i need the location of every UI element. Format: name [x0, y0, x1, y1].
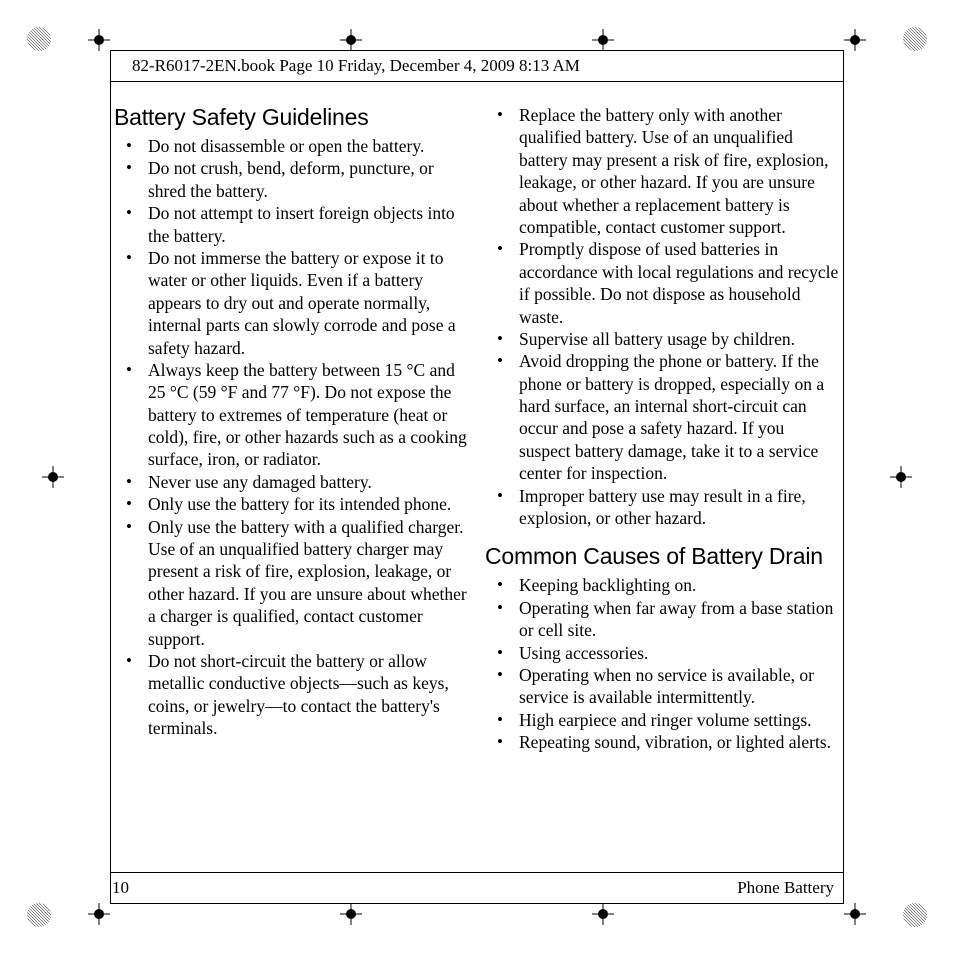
list-item: Never use any damaged battery. [114, 471, 469, 493]
list-item: Operating when no service is available, … [485, 664, 840, 709]
crop-mark-icon [902, 26, 928, 52]
heading-battery-drain: Common Causes of Battery Drain [485, 543, 840, 570]
registration-mark-icon [88, 29, 110, 51]
registration-mark-icon [844, 29, 866, 51]
crop-mark-icon [26, 902, 52, 928]
list-item: Only use the battery for its intended ph… [114, 493, 469, 515]
page-footer-frame: 10 Phone Battery [110, 872, 844, 904]
footer-page-number: 10 [112, 878, 129, 898]
list-item: Always keep the battery between 15 °C an… [114, 359, 469, 471]
list-battery-safety-continued: Replace the battery only with another qu… [485, 104, 840, 529]
frame-border [110, 50, 111, 904]
registration-mark-icon [844, 903, 866, 925]
list-item: Do not disassemble or open the battery. [114, 135, 469, 157]
registration-row-bottom [88, 902, 866, 926]
frame-border [843, 50, 844, 904]
list-item: Promptly dispose of used batteries in ac… [485, 238, 840, 328]
list-item: Repeating sound, vibration, or lighted a… [485, 731, 840, 753]
list-item: Improper battery use may result in a fir… [485, 485, 840, 530]
registration-mark-icon [340, 903, 362, 925]
list-battery-safety: Do not disassemble or open the battery.D… [114, 135, 469, 740]
list-item: Supervise all battery usage by children. [485, 328, 840, 350]
heading-battery-safety: Battery Safety Guidelines [114, 104, 469, 131]
list-item: Replace the battery only with another qu… [485, 104, 840, 238]
crop-mark-icon [26, 26, 52, 52]
list-item: Operating when far away from a base stat… [485, 597, 840, 642]
list-item: Do not immerse the battery or expose it … [114, 247, 469, 359]
registration-mark-icon [890, 466, 912, 488]
list-item: Avoid dropping the phone or battery. If … [485, 350, 840, 484]
footer-section-title: Phone Battery [737, 878, 834, 898]
column-left: Battery Safety Guidelines Do not disasse… [114, 104, 469, 844]
crop-mark-icon [902, 902, 928, 928]
page-content: Battery Safety Guidelines Do not disasse… [114, 104, 840, 844]
page-header-frame: 82-R6017-2EN.book Page 10 Friday, Decemb… [110, 50, 844, 82]
list-battery-drain: Keeping backlighting on.Operating when f… [485, 574, 840, 753]
list-item: Do not short-circuit the battery or allo… [114, 650, 469, 740]
registration-mark-icon [592, 29, 614, 51]
registration-mark-icon [592, 903, 614, 925]
list-item: High earpiece and ringer volume settings… [485, 709, 840, 731]
registration-mark-icon [340, 29, 362, 51]
list-item: Using accessories. [485, 642, 840, 664]
list-item: Do not crush, bend, deform, puncture, or… [114, 157, 469, 202]
column-right: Replace the battery only with another qu… [485, 104, 840, 844]
list-item: Only use the battery with a qualified ch… [114, 516, 469, 650]
list-item: Do not attempt to insert foreign objects… [114, 202, 469, 247]
registration-row-top [88, 28, 866, 52]
list-item: Keeping backlighting on. [485, 574, 840, 596]
registration-mark-icon [88, 903, 110, 925]
header-filename: 82-R6017-2EN.book Page 10 Friday, Decemb… [132, 56, 580, 76]
registration-mark-icon [42, 466, 64, 488]
